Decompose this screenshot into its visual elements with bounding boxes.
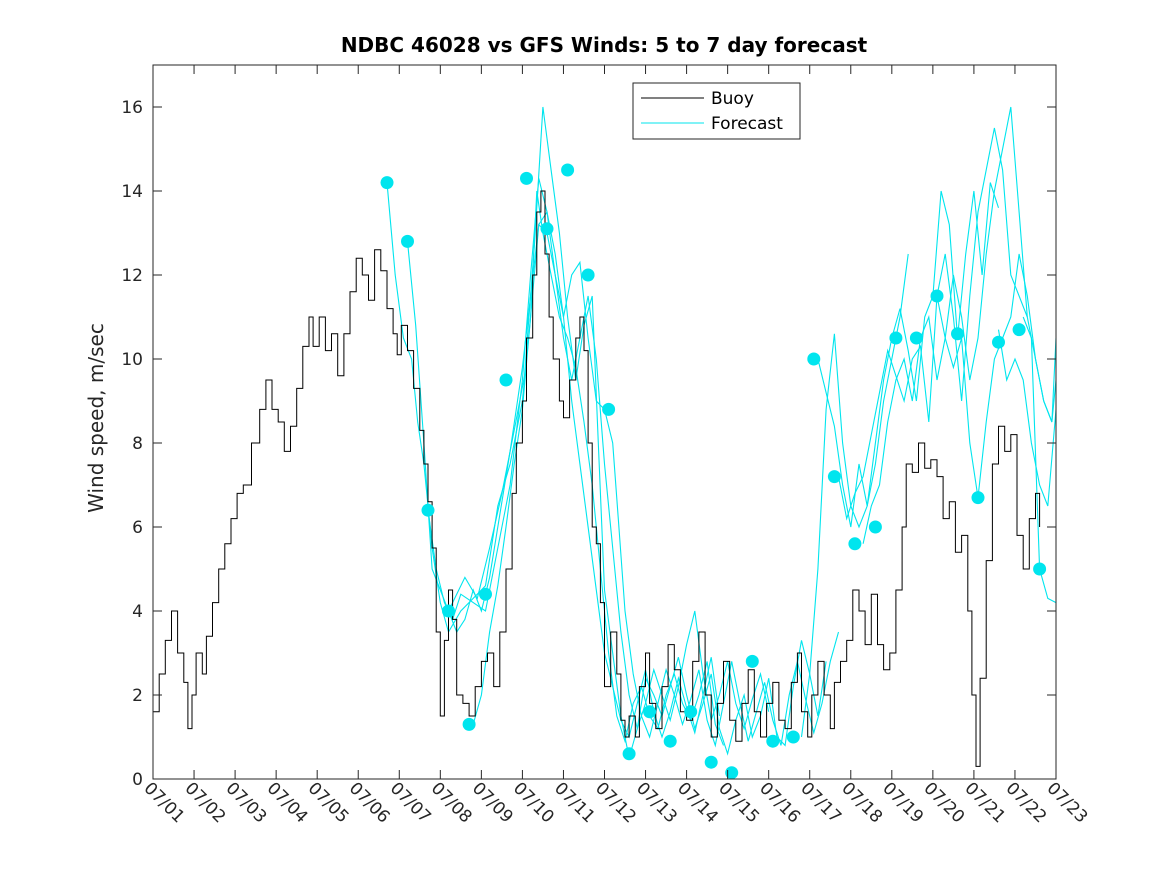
forecast-marker-4 [442,604,455,618]
forecast-marker-19 [745,654,759,668]
forecast-run-line-9 [862,106,1056,544]
y-axis: 0 2 4 6 8 10 12 14 16 [121,98,1056,790]
forecast-run-line-8 [837,127,1028,521]
forecast-marker-8 [520,171,533,185]
y-tick-label: 4 [132,602,143,622]
forecast-marker-2 [401,234,414,248]
forecast-marker-6 [479,587,492,601]
series-layer [153,106,1056,779]
forecast-marker-10 [561,163,575,177]
y-tick-label: 16 [121,98,143,118]
forecast-marker-11 [581,268,595,282]
forecast-marker-1 [380,176,394,190]
y-tick-label: 0 [132,770,143,790]
forecast-run-line-11 [997,329,1056,507]
forecast-marker-23 [827,470,841,484]
legend-box [632,82,801,140]
forecast-marker-21 [786,730,800,744]
forecast-marker-25 [868,520,882,534]
y-axis-label: Wind speed, m/sec [84,323,108,513]
y-tick-label: 6 [132,518,143,538]
y-tick-label: 2 [132,686,143,706]
chart-title: NDBC 46028 vs GFS Winds: 5 to 7 day fore… [341,33,868,57]
forecast-marker-29 [951,327,964,341]
forecast-marker-27 [909,331,923,345]
forecast-marker-7 [499,373,513,387]
forecast-marker-3 [421,503,435,517]
forecast-marker-9 [540,222,554,236]
forecast-marker-5 [462,717,476,731]
forecast-marker-30 [971,491,985,505]
forecast-marker-15 [663,734,677,748]
forecast-marker-22 [807,352,821,366]
forecast-marker-33 [1033,562,1047,576]
legend-buoy-label: Buoy [711,89,754,109]
legend-forecast-label: Forecast [711,114,783,134]
forecast-marker-32 [1012,323,1026,337]
legend: Buoy Forecast [632,82,801,140]
forecast-run-line-6 [800,253,909,738]
forecast-marker-26 [889,331,903,345]
y-tick-label: 8 [132,434,143,454]
forecast-marker-28 [930,289,944,303]
forecast-marker-17 [704,755,718,769]
forecast-marker-13 [622,747,636,761]
forecast-marker-16 [684,705,698,719]
forecast-marker-12 [602,402,616,416]
forecast-run-line-5 [472,223,840,748]
forecast-marker-14 [643,705,657,719]
y-tick-label: 10 [121,350,143,370]
forecast-run-line-4 [447,210,770,731]
forecast-marker-20 [766,734,780,748]
y-tick-label: 14 [121,182,143,202]
forecast-marker-31 [992,335,1005,349]
y-tick-label: 12 [121,266,143,286]
forecast-marker-18 [725,766,739,779]
buoy-series-line [153,190,1041,767]
forecast-marker-24 [848,537,862,551]
